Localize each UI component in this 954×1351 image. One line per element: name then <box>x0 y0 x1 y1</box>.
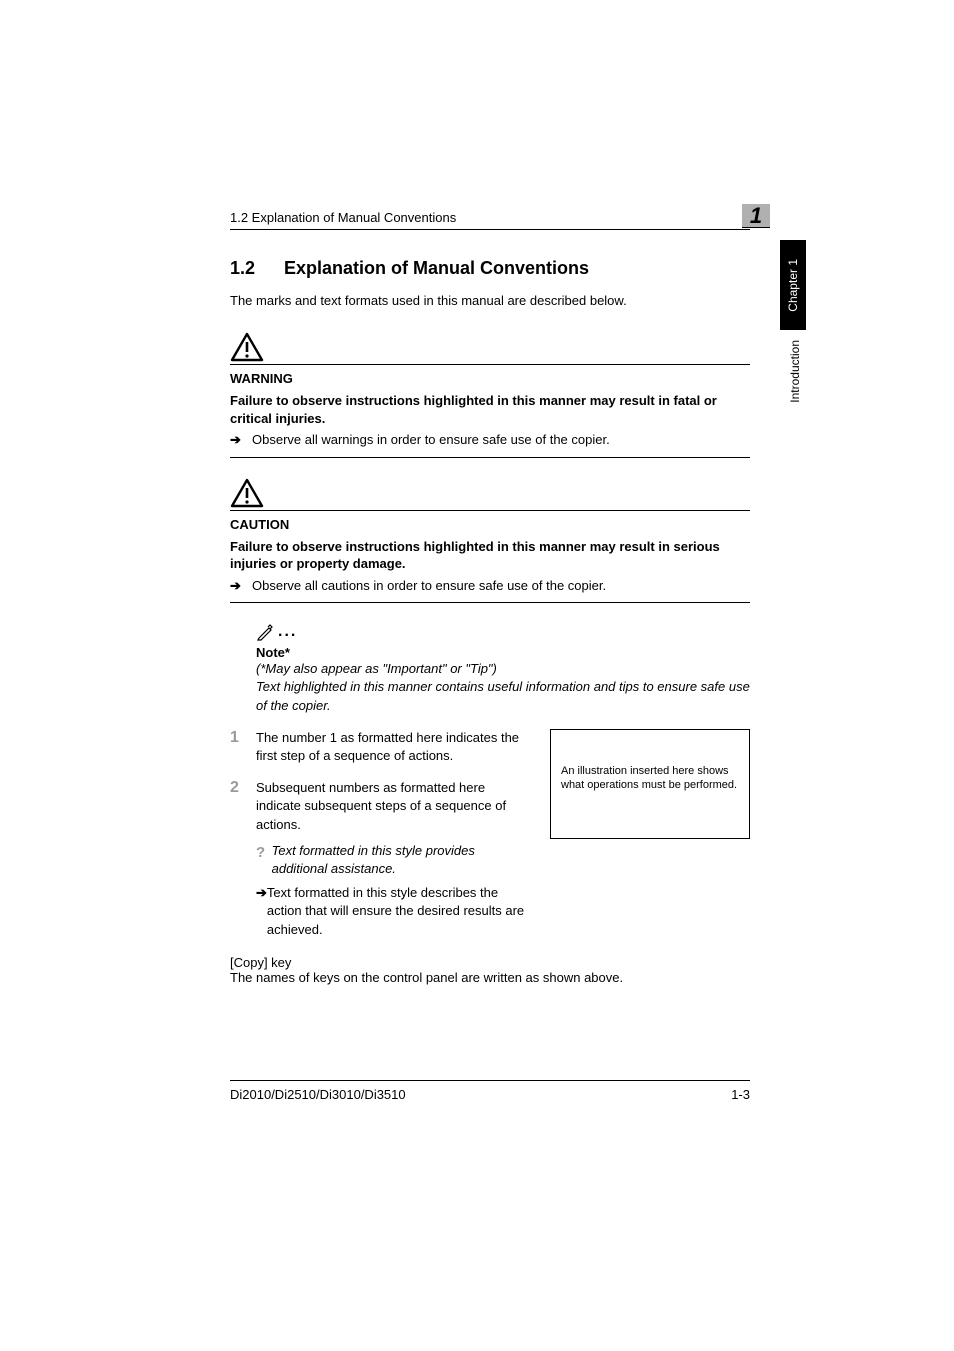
warning-bullet-text: Observe all warnings in order to ensure … <box>252 431 610 449</box>
chapter-side-tab-label: Chapter 1 <box>786 259 800 312</box>
divider <box>230 457 750 458</box>
step-number: 1 <box>230 729 256 747</box>
divider <box>230 602 750 603</box>
step-1: 1 The number 1 as formatted here indicat… <box>230 729 530 765</box>
step-question: ? Text formatted in this style provides … <box>256 842 530 878</box>
section-heading: 1.2Explanation of Manual Conventions <box>230 258 750 279</box>
step-question-text: Text formatted in this style provides ad… <box>272 842 530 878</box>
step-2-text: Subsequent numbers as formatted here ind… <box>256 779 530 834</box>
chapter-side-tab: Chapter 1 <box>780 240 806 330</box>
section-number: 1.2 <box>230 258 284 279</box>
warning-icon <box>230 332 264 362</box>
step-number: 2 <box>230 779 256 797</box>
caution-bullet: ➔ Observe all cautions in order to ensur… <box>230 577 750 595</box>
key-example: [Copy] key <box>230 955 750 970</box>
note-line2: Text highlighted in this manner contains… <box>256 678 750 714</box>
chapter-number-tab: 1 <box>742 204 770 228</box>
warning-label: WARNING <box>230 371 750 386</box>
step-arrow-text: Text formatted in this style describes t… <box>267 884 530 939</box>
steps-section: 1 The number 1 as formatted here indicat… <box>230 715 750 939</box>
divider <box>230 510 750 511</box>
caution-icon <box>230 478 264 508</box>
step-1-text: The number 1 as formatted here indicates… <box>256 729 530 765</box>
footer-model: Di2010/Di2510/Di3010/Di3510 <box>230 1087 406 1102</box>
section-side-tab: Introduction <box>788 340 802 403</box>
caution-label: CAUTION <box>230 517 750 532</box>
page-content: 1 Chapter 1 Introduction 1.2 Explanation… <box>230 210 750 985</box>
step-arrow: ➔ Text formatted in this style describes… <box>256 884 530 939</box>
arrow-icon: ➔ <box>230 431 252 449</box>
key-description: The names of keys on the control panel a… <box>230 970 750 985</box>
divider <box>230 364 750 365</box>
caution-bullet-text: Observe all cautions in order to ensure … <box>252 577 606 595</box>
note-label: Note* <box>256 645 750 660</box>
note-line1: (*May also appear as "Important" or "Tip… <box>256 660 750 678</box>
page-header: 1.2 Explanation of Manual Conventions <box>230 210 750 230</box>
warning-bullet: ➔ Observe all warnings in order to ensur… <box>230 431 750 449</box>
arrow-icon: ➔ <box>230 577 252 595</box>
question-icon: ? <box>256 842 272 863</box>
chapter-number: 1 <box>750 203 762 229</box>
breadcrumb: 1.2 Explanation of Manual Conventions <box>230 210 456 225</box>
intro-text: The marks and text formats used in this … <box>230 293 750 308</box>
section-title: Explanation of Manual Conventions <box>284 258 589 278</box>
pen-icon <box>256 623 274 641</box>
warning-bold-text: Failure to observe instructions highligh… <box>230 392 750 427</box>
footer-divider <box>230 1080 750 1081</box>
page-number: 1-3 <box>731 1087 750 1102</box>
illustration-text: An illustration inserted here shows what… <box>561 765 737 791</box>
page-footer: Di2010/Di2510/Di3010/Di3510 1-3 <box>230 1080 750 1102</box>
dots-icon: ... <box>278 623 297 641</box>
illustration-box: An illustration inserted here shows what… <box>550 729 750 839</box>
note-block: Note* (*May also appear as "Important" o… <box>256 645 750 715</box>
step-2: 2 Subsequent numbers as formatted here i… <box>230 779 530 834</box>
arrow-icon: ➔ <box>256 884 267 902</box>
note-icon-row: ... <box>256 623 750 641</box>
caution-bold-text: Failure to observe instructions highligh… <box>230 538 750 573</box>
